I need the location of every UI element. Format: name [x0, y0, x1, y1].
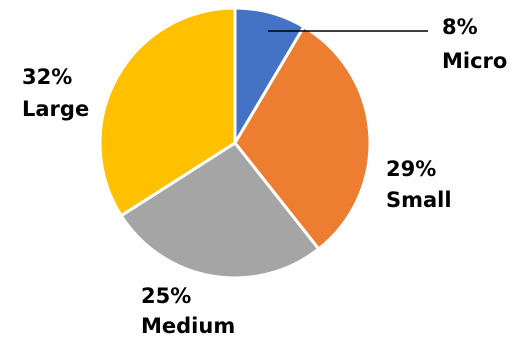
pie-slice-small	[233, 25, 372, 251]
small-percent-label: 29%	[386, 157, 436, 181]
large-name-label: Large	[22, 97, 89, 121]
pie-slice-large	[98, 6, 237, 218]
micro-name-label: Micro	[442, 49, 507, 73]
pie-slice-medium	[119, 141, 321, 280]
medium-name-label: Medium	[141, 314, 235, 338]
small-name-label: Small	[386, 188, 452, 212]
medium-percent-label: 25%	[141, 284, 191, 308]
micro-percent-label: 8%	[442, 15, 478, 39]
pie-slices	[98, 6, 372, 280]
large-percent-label: 32%	[22, 65, 72, 89]
